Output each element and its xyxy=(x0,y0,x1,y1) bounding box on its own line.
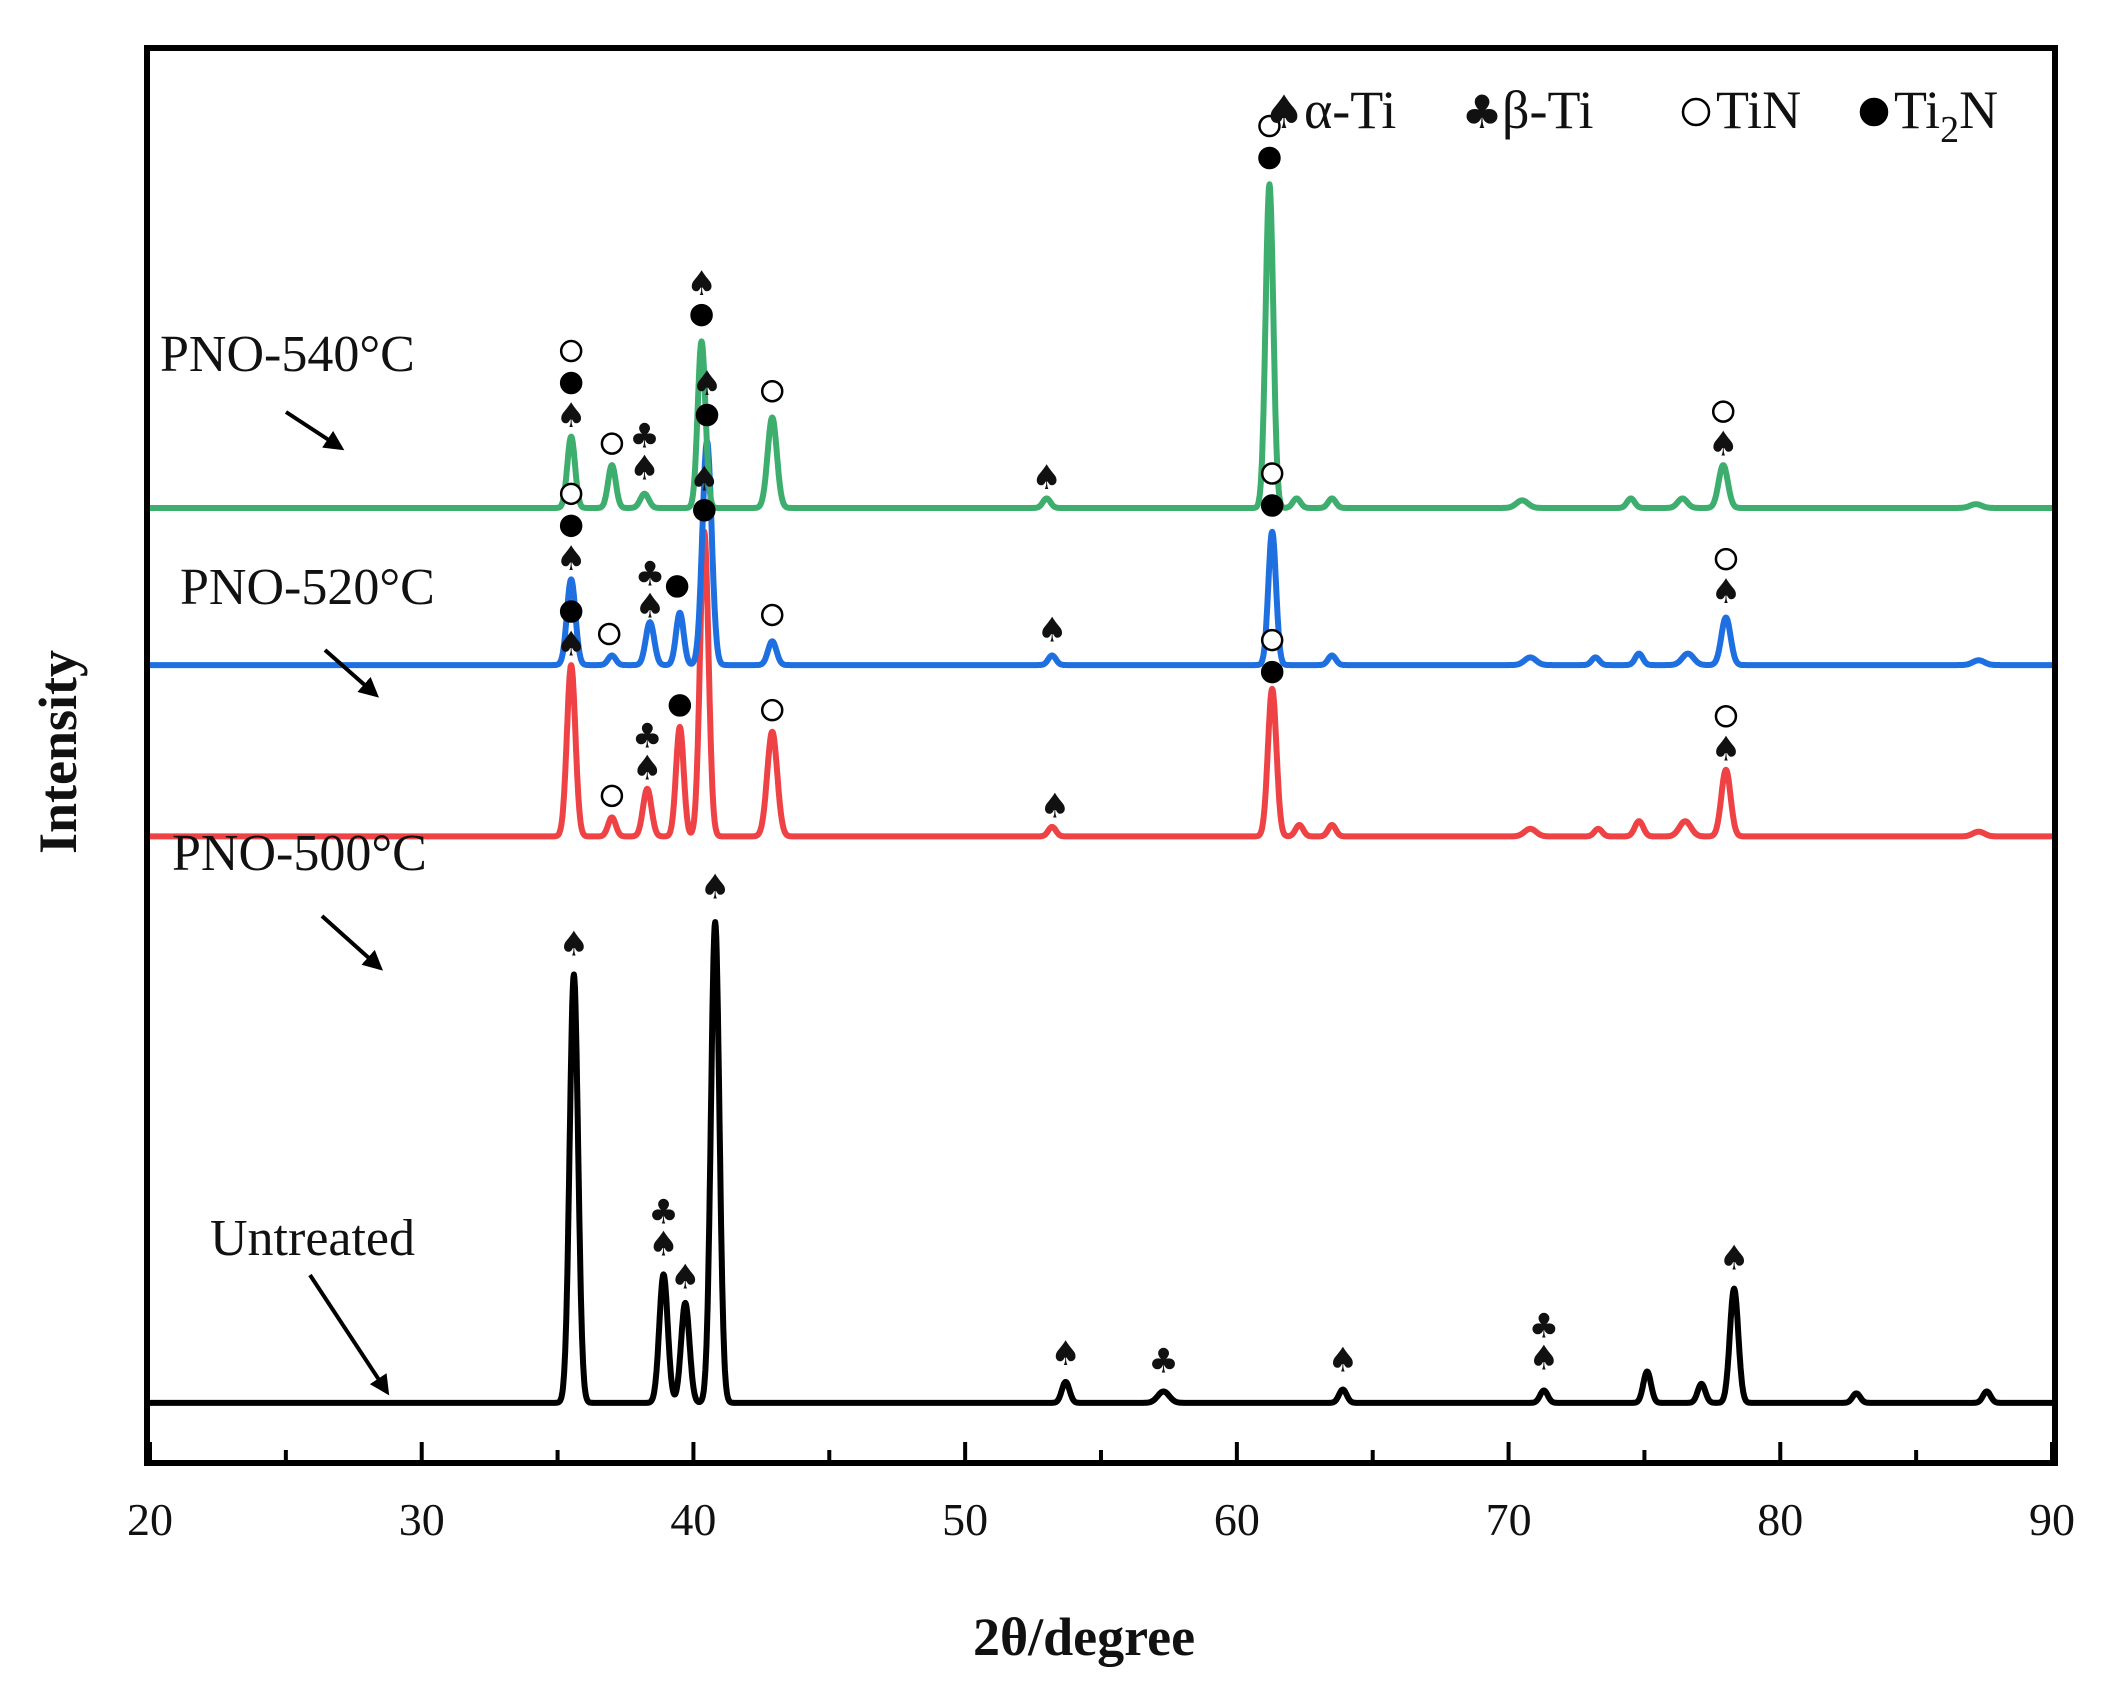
alpha-ti-marker-2-4-1: ♠ xyxy=(692,364,722,404)
series-layer xyxy=(147,181,2055,1406)
x-axis: 20 30 40 50 60 70 80 90 xyxy=(127,1442,2075,1545)
alpha-ti-marker-0-1-0: ♠ xyxy=(648,1224,678,1264)
alpha-ti-marker-2-2-0: ♠ xyxy=(635,586,665,626)
series-line-2 xyxy=(147,438,2055,669)
legend-label-0: α-Ti xyxy=(1304,80,1396,140)
x-tick-label: 90 xyxy=(2029,1494,2075,1545)
alpha-ti-marker-0-6-0: ♠ xyxy=(1328,1340,1358,1380)
legend-label-tail: N xyxy=(1959,80,1998,140)
series-arrow-1 xyxy=(320,914,383,971)
alpha-ti-marker-3-5-0: ♠ xyxy=(1031,458,1061,498)
tin-marker-2-0-2 xyxy=(559,482,583,506)
legend: ♠ α-Ti ♣ β-Ti TiN Ti2N xyxy=(1263,80,1998,151)
tin-marker-3-4-0 xyxy=(760,380,784,403)
alpha-ti-marker-0-3-0: ♠ xyxy=(700,867,730,907)
ti2n-marker-1-4-0 xyxy=(693,499,716,522)
alpha-ti-marker-3-0-0: ♠ xyxy=(556,396,586,436)
legend-symbol-1: ♣ xyxy=(1461,85,1502,139)
series-arrow-3 xyxy=(284,410,345,451)
series-label-3: PNO-540°C xyxy=(160,326,415,383)
x-tick-label: 20 xyxy=(127,1494,173,1545)
alpha-ti-marker-1-2-0: ♠ xyxy=(632,748,662,788)
alpha-ti-marker-3-7-0: ♠ xyxy=(1708,425,1738,465)
alpha-ti-marker-0-8-0: ♠ xyxy=(1719,1239,1749,1279)
plot-frame xyxy=(144,45,2058,1466)
x-tick-label: 60 xyxy=(1214,1494,1260,1545)
alpha-ti-marker-2-6-0: ♠ xyxy=(1037,610,1067,650)
alpha-ti-marker-3-3-1: ♠ xyxy=(686,264,716,304)
tin-marker-2-1-0 xyxy=(597,622,621,646)
ti2n-marker-1-0-1 xyxy=(559,600,583,623)
alpha-ti-marker-0-4-0: ♠ xyxy=(1050,1334,1080,1374)
y-axis-title: Intensity xyxy=(28,650,88,854)
ti2n-marker-2-7-0 xyxy=(1260,494,1284,517)
x-tick-label: 30 xyxy=(399,1494,445,1545)
tin-marker-3-0-2 xyxy=(559,339,583,363)
alpha-ti-marker-2-8-0: ♠ xyxy=(1711,572,1741,612)
legend-label-3: Ti2N xyxy=(1894,80,1998,151)
ti2n-marker-2-0-1 xyxy=(559,514,583,538)
alpha-ti-marker-1-8-0: ♠ xyxy=(1711,729,1741,769)
beta-ti-marker-2-2-1: ♣ xyxy=(635,554,665,594)
legend-label-2: TiN xyxy=(1716,80,1801,140)
tin-marker-1-7-1 xyxy=(1260,628,1284,652)
legend-symbol-0: ♠ xyxy=(1263,85,1304,139)
ti2n-marker-3-3-0 xyxy=(690,303,713,327)
ti2n-marker-3-0-1 xyxy=(559,371,583,395)
legend-symbol-3 xyxy=(1859,97,1889,127)
tin-marker-3-1-0 xyxy=(600,432,624,455)
x-tick-label: 40 xyxy=(670,1494,716,1545)
legend-label-subscript: 2 xyxy=(1940,109,1959,151)
ti2n-marker-1-3-0 xyxy=(668,694,692,717)
series-arrow-2 xyxy=(323,648,379,698)
series-label-0: Untreated xyxy=(210,1210,415,1267)
tin-marker-3-7-1 xyxy=(1711,400,1735,423)
alpha-ti-marker-1-4-1: ♠ xyxy=(689,459,719,499)
alpha-ti-marker-2-0-0: ♠ xyxy=(556,539,586,579)
legend-label-1: β-Ti xyxy=(1502,80,1594,140)
beta-ti-marker-0-5-0: ♣ xyxy=(1148,1341,1178,1381)
alpha-ti-marker-1-0-0: ♠ xyxy=(556,625,586,665)
series-label-2: PNO-520°C xyxy=(180,559,435,616)
x-tick-label: 70 xyxy=(1486,1494,1532,1545)
ti2n-marker-3-6-0 xyxy=(1258,146,1281,170)
x-axis-title: 2θ/degree xyxy=(973,1607,1195,1667)
series-arrow-0 xyxy=(308,1273,390,1396)
alpha-ti-marker-0-0-0: ♠ xyxy=(559,924,589,964)
x-tick-label: 80 xyxy=(1757,1494,1803,1545)
tin-marker-3-6-1 xyxy=(1258,114,1281,138)
tin-marker-2-5-0 xyxy=(760,603,784,627)
marker-layer: ♠♠♣♠♠♠ ♣ ♠ ♠♣♠♠♠♣♠♠♠♠♠♣♠♠♠♠♠♣♠♠♠ xyxy=(556,114,1749,1381)
tin-marker-2-7-1 xyxy=(1260,462,1284,485)
tin-marker-2-8-1 xyxy=(1714,547,1738,571)
series-line-1 xyxy=(147,528,2055,840)
tin-marker-1-1-0 xyxy=(600,784,624,808)
ti2n-marker-2-3-0 xyxy=(665,575,689,598)
ti2n-marker-2-4-0 xyxy=(695,403,719,427)
tin-marker-1-8-1 xyxy=(1714,705,1738,728)
series-line-0 xyxy=(147,919,2055,1406)
x-tick-label: 50 xyxy=(942,1494,988,1545)
series-labels: Untreated PNO-500°C PNO-520°C PNO-540°C xyxy=(160,326,435,1396)
beta-ti-marker-1-2-1: ♣ xyxy=(632,716,662,756)
alpha-ti-marker-3-2-0: ♠ xyxy=(629,448,659,488)
series-label-1: PNO-500°C xyxy=(172,825,427,882)
ti2n-marker-1-7-0 xyxy=(1260,660,1284,684)
legend-symbol-2 xyxy=(1681,97,1711,127)
beta-ti-marker-0-1-1: ♣ xyxy=(648,1192,678,1232)
beta-ti-marker-0-7-1: ♣ xyxy=(1529,1307,1559,1347)
tin-marker-1-5-0 xyxy=(760,698,784,722)
alpha-ti-marker-1-6-0: ♠ xyxy=(1040,786,1070,826)
alpha-ti-marker-0-7-0: ♠ xyxy=(1529,1339,1559,1379)
series-line-3 xyxy=(147,181,2055,511)
alpha-ti-marker-0-2-0: ♠ xyxy=(670,1258,700,1298)
beta-ti-marker-3-2-1: ♣ xyxy=(629,416,659,456)
